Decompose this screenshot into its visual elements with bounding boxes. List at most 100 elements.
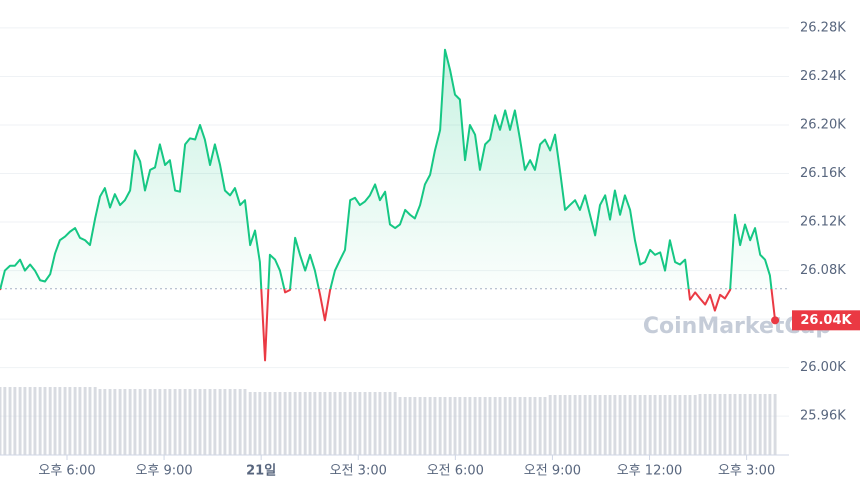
volume-bar xyxy=(298,392,302,455)
volume-bar xyxy=(628,395,632,455)
volume-bar xyxy=(368,392,372,455)
volume-bar xyxy=(308,392,312,455)
volume-bars xyxy=(0,387,777,455)
volume-bar xyxy=(528,397,532,455)
volume-bar xyxy=(288,392,292,455)
volume-bar xyxy=(273,392,277,455)
volume-bar xyxy=(618,395,622,455)
volume-bar xyxy=(573,395,577,455)
volume-bar xyxy=(568,395,572,455)
volume-bar xyxy=(263,392,267,455)
volume-bar xyxy=(658,395,662,455)
volume-bar xyxy=(278,392,282,455)
y-tick-label: 26.08K xyxy=(800,263,846,278)
area xyxy=(0,49,776,361)
volume-bar xyxy=(598,395,602,455)
volume-bar xyxy=(83,387,87,455)
price-tag-label: 26.04K xyxy=(800,313,852,328)
volume-bar xyxy=(453,397,457,455)
volume-bar xyxy=(18,387,22,455)
volume-bar xyxy=(668,395,672,455)
volume-bar xyxy=(458,397,462,455)
x-tick-label: 오전 3:00 xyxy=(330,464,387,479)
volume-bar xyxy=(578,395,582,455)
volume-bar xyxy=(608,395,612,455)
x-tick-label: 오후 9:00 xyxy=(135,464,192,479)
x-tick-label: 21일 xyxy=(246,464,276,479)
volume-bar xyxy=(283,392,287,455)
volume-bar xyxy=(768,394,772,455)
volume-bar xyxy=(543,397,547,455)
x-tick-label: 오후 6:00 xyxy=(38,464,95,479)
volume-bar xyxy=(373,392,377,455)
volume-bar xyxy=(748,394,752,455)
volume-bar xyxy=(43,387,47,455)
volume-bar xyxy=(123,389,127,455)
volume-bar xyxy=(143,389,147,455)
volume-bar xyxy=(708,394,712,455)
volume-bar xyxy=(548,395,552,455)
volume-bar xyxy=(223,389,227,455)
volume-bar xyxy=(483,397,487,455)
price-tag xyxy=(792,310,860,331)
volume-bar xyxy=(88,387,92,455)
volume-bar xyxy=(103,389,107,455)
volume-bar xyxy=(688,395,692,455)
volume-bar xyxy=(393,392,397,455)
volume-bar xyxy=(93,387,97,455)
volume-bar xyxy=(258,392,262,455)
volume-bar xyxy=(178,389,182,455)
volume-bar xyxy=(463,397,467,455)
volume-bar xyxy=(588,395,592,455)
volume-bar xyxy=(113,389,117,455)
volume-bar xyxy=(713,394,717,455)
volume-bar xyxy=(133,389,137,455)
volume-bar xyxy=(503,397,507,455)
volume-bar xyxy=(318,392,322,455)
volume-bar xyxy=(388,392,392,455)
volume-bar xyxy=(63,387,67,455)
volume-bar xyxy=(233,389,237,455)
volume-bar xyxy=(488,397,492,455)
volume-bar xyxy=(413,397,417,455)
volume-bar xyxy=(293,392,297,455)
volume-bar xyxy=(473,397,477,455)
volume-bar xyxy=(428,397,432,455)
volume-bar xyxy=(513,397,517,455)
volume-bar xyxy=(743,394,747,455)
volume-bar xyxy=(498,397,502,455)
volume-bar xyxy=(13,387,17,455)
volume-bar xyxy=(183,389,187,455)
volume-bar xyxy=(168,389,172,455)
volume-bar xyxy=(303,392,307,455)
volume-bar xyxy=(193,389,197,455)
y-tick-label: 26.00K xyxy=(800,360,846,375)
volume-bar xyxy=(678,395,682,455)
volume-bar xyxy=(323,392,327,455)
volume-bar xyxy=(68,387,72,455)
volume-bar xyxy=(763,394,767,455)
volume-bar xyxy=(673,395,677,455)
volume-bar xyxy=(478,397,482,455)
volume-bar xyxy=(443,397,447,455)
volume-bar xyxy=(698,394,702,455)
volume-bar xyxy=(558,395,562,455)
volume-bar xyxy=(703,394,707,455)
volume-bar xyxy=(718,394,722,455)
volume-bar xyxy=(163,389,167,455)
volume-bar xyxy=(38,387,42,455)
volume-bar xyxy=(683,395,687,455)
volume-bar xyxy=(613,395,617,455)
volume-bar xyxy=(353,392,357,455)
volume-bar xyxy=(118,389,122,455)
volume-bar xyxy=(33,387,37,455)
volume-bar xyxy=(138,389,142,455)
volume-bar xyxy=(408,397,412,455)
volume-bar xyxy=(733,394,737,455)
volume-bar xyxy=(213,389,217,455)
volume-bar xyxy=(433,397,437,455)
volume-bar xyxy=(523,397,527,455)
x-tick-label: 오후 12:00 xyxy=(617,464,683,479)
volume-bar xyxy=(553,395,557,455)
